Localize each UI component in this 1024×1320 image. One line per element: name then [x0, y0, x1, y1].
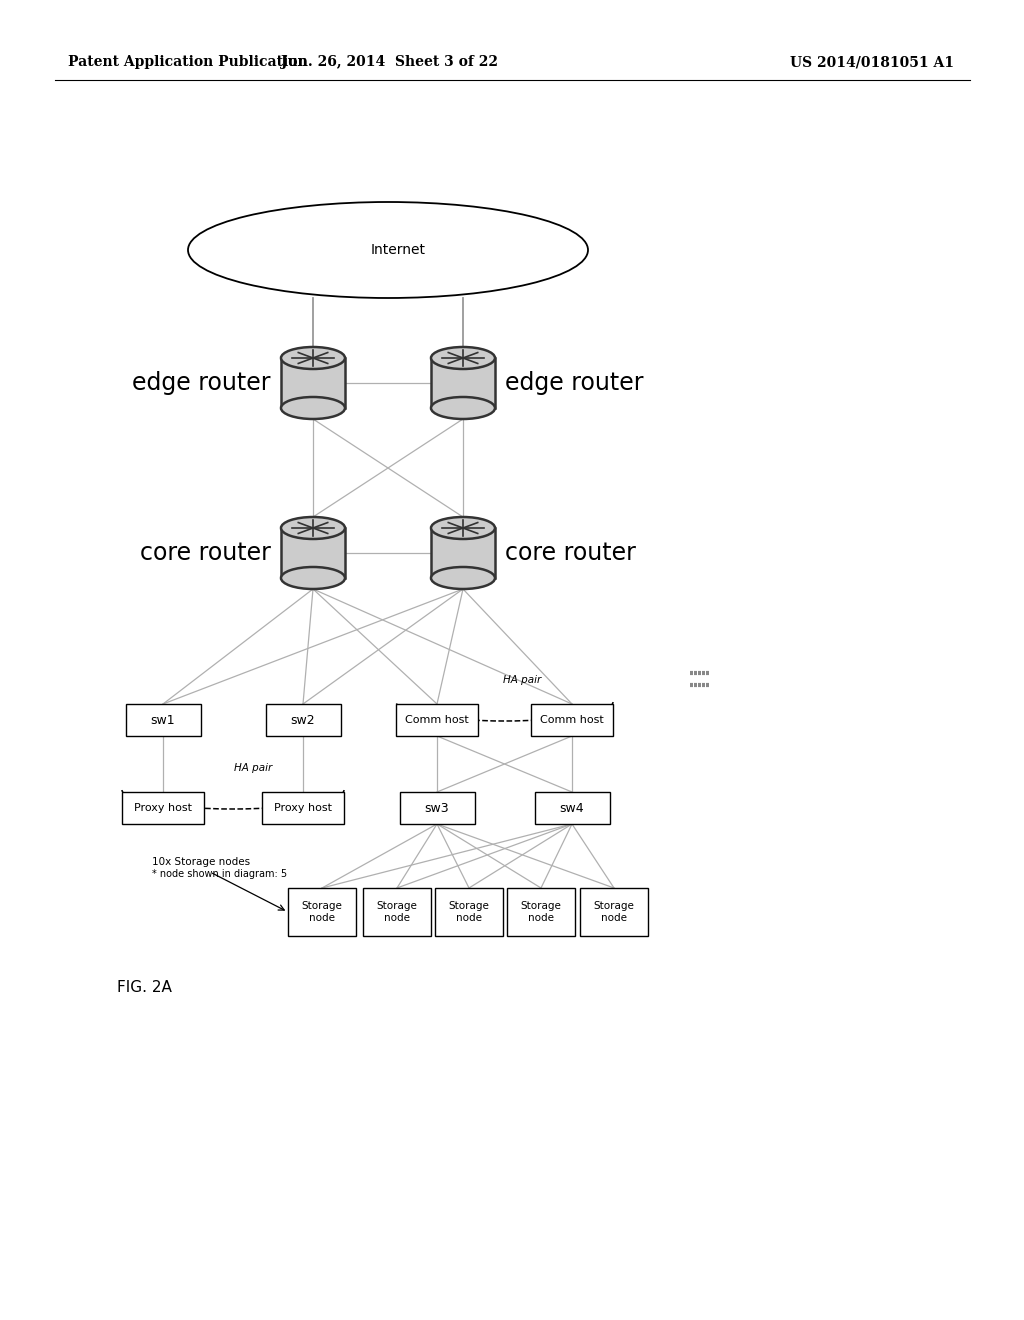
- Text: sw1: sw1: [151, 714, 175, 726]
- FancyBboxPatch shape: [362, 888, 431, 936]
- Text: Proxy host: Proxy host: [274, 803, 332, 813]
- Text: Comm host: Comm host: [540, 715, 604, 725]
- Ellipse shape: [188, 202, 588, 298]
- Polygon shape: [281, 528, 345, 578]
- FancyBboxPatch shape: [288, 888, 356, 936]
- Text: Jun. 26, 2014  Sheet 3 of 22: Jun. 26, 2014 Sheet 3 of 22: [282, 55, 499, 69]
- FancyBboxPatch shape: [580, 888, 648, 936]
- Text: Comm host: Comm host: [406, 715, 469, 725]
- FancyBboxPatch shape: [531, 704, 613, 737]
- Text: sw2: sw2: [291, 714, 315, 726]
- Ellipse shape: [281, 517, 345, 539]
- Ellipse shape: [431, 397, 495, 418]
- Text: HA pair: HA pair: [233, 763, 272, 774]
- Text: * node shown in diagram: 5: * node shown in diagram: 5: [152, 869, 287, 879]
- Text: Storage
node: Storage node: [377, 902, 418, 923]
- Ellipse shape: [431, 568, 495, 589]
- FancyBboxPatch shape: [396, 704, 478, 737]
- FancyBboxPatch shape: [122, 792, 204, 824]
- Text: Proxy host: Proxy host: [134, 803, 193, 813]
- FancyBboxPatch shape: [507, 888, 575, 936]
- Text: sw3: sw3: [425, 801, 450, 814]
- Text: Storage
node: Storage node: [449, 902, 489, 923]
- Ellipse shape: [281, 568, 345, 589]
- Text: Internet: Internet: [371, 243, 426, 257]
- Text: edge router: edge router: [505, 371, 643, 395]
- Text: core router: core router: [140, 541, 271, 565]
- Polygon shape: [431, 528, 495, 578]
- Ellipse shape: [281, 397, 345, 418]
- Polygon shape: [281, 358, 345, 408]
- Text: core router: core router: [505, 541, 636, 565]
- FancyBboxPatch shape: [126, 704, 201, 737]
- Text: sw4: sw4: [560, 801, 585, 814]
- FancyBboxPatch shape: [265, 704, 341, 737]
- Text: US 2014/0181051 A1: US 2014/0181051 A1: [790, 55, 954, 69]
- Text: Storage
node: Storage node: [301, 902, 342, 923]
- Ellipse shape: [281, 347, 345, 370]
- FancyBboxPatch shape: [399, 792, 474, 824]
- Text: Storage
node: Storage node: [594, 902, 635, 923]
- FancyBboxPatch shape: [535, 792, 609, 824]
- Ellipse shape: [431, 517, 495, 539]
- FancyBboxPatch shape: [262, 792, 344, 824]
- Text: 10x Storage nodes: 10x Storage nodes: [152, 857, 250, 867]
- Text: edge router: edge router: [132, 371, 271, 395]
- Text: Patent Application Publication: Patent Application Publication: [68, 55, 307, 69]
- Polygon shape: [431, 358, 495, 408]
- Ellipse shape: [431, 347, 495, 370]
- FancyBboxPatch shape: [435, 888, 503, 936]
- Text: Storage
node: Storage node: [520, 902, 561, 923]
- Text: HA pair: HA pair: [504, 675, 542, 685]
- Text: FIG. 2A: FIG. 2A: [117, 981, 172, 995]
